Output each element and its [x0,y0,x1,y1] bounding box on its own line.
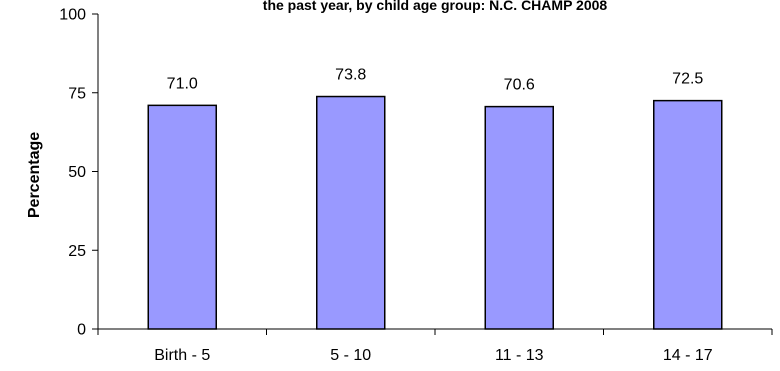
bar [484,105,554,330]
data-label: 71.0 [167,75,198,92]
x-tick-label: 11 - 13 [495,347,544,364]
y-tick-label: 100 [59,7,86,24]
x-tick-label: Birth - 5 [154,347,210,364]
data-label: 70.6 [504,77,535,94]
bar [147,104,217,330]
data-label: 72.5 [672,71,703,88]
y-tick-labels: 0 25 50 75 100 [59,7,86,339]
data-labels: 71.0 73.8 70.6 72.5 [167,67,704,94]
x-tick-label: 14 - 17 [663,347,713,364]
bars [147,95,723,330]
y-tick-label: 50 [68,164,86,181]
bar [653,99,723,330]
y-tick-label: 25 [68,243,86,260]
y-tick-label: 75 [68,85,86,102]
chart-title: the past year, by child age group: N.C. … [263,0,608,13]
x-tick-label: 5 - 10 [330,347,371,364]
y-tick-label: 0 [77,322,86,339]
data-label: 73.8 [335,67,366,84]
x-tick-labels: Birth - 5 5 - 10 11 - 13 14 - 17 [154,347,713,364]
bar [316,95,386,330]
y-axis-label: Percentage [26,132,43,218]
